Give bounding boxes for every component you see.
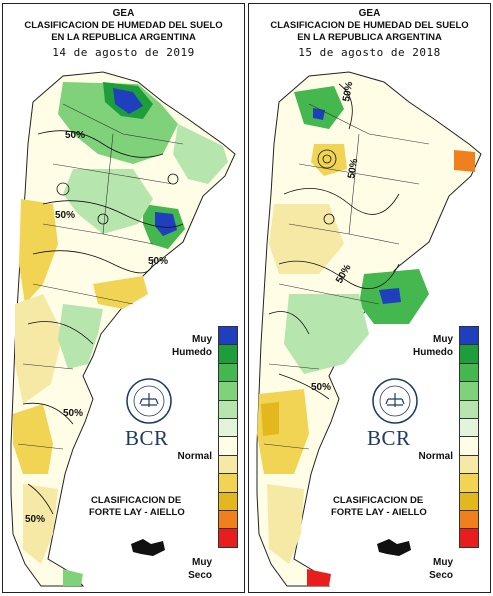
legend-swatch: [219, 510, 237, 530]
map-title-line1: CLASIFICACION DE HUMEDAD DEL SUELO: [270, 20, 469, 31]
legend-swatch: [460, 510, 478, 530]
moderate-zone-center: [269, 204, 344, 274]
contour-label: 50%: [25, 514, 45, 525]
legend-swatch: [219, 345, 237, 364]
contour-label: 50%: [63, 408, 83, 419]
legend-swatch: [219, 327, 237, 346]
malvinas-islands: [377, 539, 411, 556]
wet-zone-north: [294, 86, 344, 129]
wet-zone-tierra: [63, 569, 83, 586]
dry-zone-pampa-south: [93, 276, 148, 309]
contour-label: 50%: [346, 158, 360, 180]
moisture-legend: [218, 326, 238, 548]
argentina-moisture-map: 50% 50% 50% 50%: [256, 71, 482, 587]
map-panel-2018: GEA CLASIFICACION DE HUMEDAD DEL SUELO E…: [248, 3, 491, 593]
legend-swatch: [460, 400, 478, 419]
dry-zone-patagonia: [13, 404, 53, 474]
classification-line1: CLASIFICACION DE: [91, 495, 182, 506]
province-boundaries: [263, 103, 430, 450]
legend-swatch: [460, 363, 478, 383]
legend-swatch: [219, 529, 237, 548]
legend-swatch: [219, 437, 237, 456]
wet-zone-center: [284, 294, 369, 374]
legend-swatch: [460, 529, 478, 548]
legend-swatch: [219, 418, 237, 438]
very-wet-core-north: [313, 108, 325, 120]
legend-swatch: [219, 474, 237, 493]
map-date: 14 de agosto de 2019: [52, 46, 195, 59]
legend-bottom-label-1: Muy: [433, 557, 453, 568]
legend-middle-label: Normal: [418, 451, 453, 462]
legend-swatch: [219, 382, 237, 401]
very-dry-zone-patagonia: [261, 402, 279, 436]
classification-line2: FORTE LAY - AIELLO: [89, 507, 185, 518]
moisture-contours: [22, 130, 184, 515]
legend-swatch: [460, 345, 478, 364]
moderate-zone-south: [267, 484, 304, 564]
province-boundaries: [17, 103, 184, 450]
very-wet-core-litoral: [155, 212, 177, 236]
dry-zone-north-center: [311, 144, 347, 176]
very-dry-zone-tierra: [307, 569, 331, 586]
org-label: GEA: [112, 8, 135, 19]
legend-swatch: [460, 492, 478, 511]
legend-top-label-1: Muy: [433, 334, 453, 345]
map-panel-2019: GEA CLASIFICACION DE HUMEDAD DEL SUELO E…: [2, 3, 245, 593]
moderate-zone-patagonia: [23, 484, 58, 564]
classification-line1: CLASIFICACION DE: [333, 495, 424, 506]
legend-swatch: [219, 363, 237, 383]
contour-label: 50%: [311, 382, 331, 393]
contour-label: 50%: [55, 210, 75, 221]
legend-swatch: [460, 455, 478, 475]
legend-swatch: [219, 400, 237, 419]
contour-label: 50%: [65, 130, 85, 141]
moisture-contours: [268, 83, 400, 400]
legend-top-label-2: Humedo: [413, 347, 453, 358]
legend-swatch: [460, 418, 478, 438]
map-title-line2: EN LA REPUBLICA ARGENTINA: [51, 32, 196, 43]
legend-bottom-label-2: Seco: [188, 570, 212, 581]
dry-zone-cuyo: [19, 199, 58, 304]
legend-middle-label: Normal: [177, 451, 212, 462]
very-wet-core-north: [113, 88, 143, 114]
legend-swatch: [460, 327, 478, 346]
bcr-seal-logo: [126, 378, 172, 424]
org-label: GEA: [358, 8, 381, 19]
contour-label: 50%: [148, 256, 168, 267]
map-title-line2: EN LA REPUBLICA ARGENTINA: [297, 32, 442, 43]
very-wet-core-litoral: [379, 288, 401, 304]
bcr-seal-logo: [372, 378, 418, 424]
legend-swatch: [219, 455, 237, 475]
legend-swatch: [460, 474, 478, 493]
legend-swatch: [460, 437, 478, 456]
legend-bottom-label-2: Seco: [429, 570, 453, 581]
bcr-logo-text: BCR: [125, 426, 169, 450]
wet-zone-pampa: [58, 304, 103, 369]
map-date: 15 de agosto de 2018: [298, 46, 441, 59]
malvinas-islands: [131, 539, 165, 556]
contour-label: 50%: [341, 81, 355, 103]
map-title-line1: CLASIFICACION DE HUMEDAD DEL SUELO: [24, 20, 223, 31]
legend-top-label-2: Humedo: [172, 347, 212, 358]
legend-swatch: [219, 492, 237, 511]
legend-top-label-1: Muy: [192, 334, 212, 345]
legend-swatch: [460, 382, 478, 401]
wet-zone-northeast: [173, 124, 228, 184]
classification-line2: FORTE LAY - AIELLO: [331, 507, 427, 518]
argentina-moisture-map: 50% 50% 50% 50% 50%: [10, 71, 236, 587]
bcr-logo-text: BCR: [367, 426, 411, 450]
legend-bottom-label-1: Muy: [192, 557, 212, 568]
moisture-legend: [459, 326, 479, 548]
dry-zone-northeast: [454, 150, 475, 172]
